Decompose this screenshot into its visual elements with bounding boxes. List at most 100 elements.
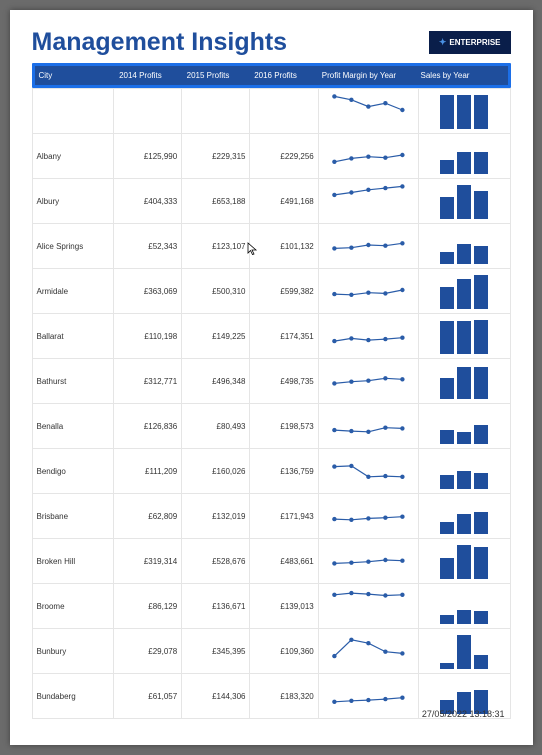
cell-2016: £198,573 xyxy=(250,404,318,449)
cell-2015: £149,225 xyxy=(182,314,250,359)
cell-2016: £229,256 xyxy=(250,134,318,179)
cell-2014: £62,809 xyxy=(113,494,181,539)
header-row: City 2014 Profits 2015 Profits 2016 Prof… xyxy=(35,66,508,85)
cell-sparkline xyxy=(318,449,418,494)
cell-2014: £110,198 xyxy=(113,314,181,359)
table-row: Bathurst£312,771£496,348£498,735 xyxy=(32,359,510,404)
cell-2014: £404,333 xyxy=(113,179,181,224)
cell-2015 xyxy=(182,89,250,134)
cell-city: Bathurst xyxy=(32,359,113,404)
col-2014[interactable]: 2014 Profits xyxy=(115,66,183,85)
cell-2014: £125,990 xyxy=(113,134,181,179)
cell-2014: £111,209 xyxy=(113,449,181,494)
cell-sparkline xyxy=(318,494,418,539)
report-page: Management Insights ✦ ENTERPRISE City 20… xyxy=(10,10,533,745)
cell-sparkline xyxy=(318,314,418,359)
cell-bars xyxy=(418,539,510,584)
cell-bars xyxy=(418,89,510,134)
page-title: Management Insights xyxy=(32,28,288,57)
table-row: Alice Springs£52,343£123,107£101,132 xyxy=(32,224,510,269)
cell-2015: £132,019 xyxy=(182,494,250,539)
cell-2016: £101,132 xyxy=(250,224,318,269)
cell-2016: £483,661 xyxy=(250,539,318,584)
table-row: Broome£86,129£136,671£139,013 xyxy=(32,584,510,629)
bars-chart xyxy=(423,227,506,265)
col-2016[interactable]: 2016 Profits xyxy=(250,66,318,85)
sparkline-chart xyxy=(323,586,414,624)
cell-2016: £139,013 xyxy=(250,584,318,629)
cell-2016: £136,759 xyxy=(250,449,318,494)
cell-city: Broome xyxy=(32,584,113,629)
gear-icon: ✦ xyxy=(439,37,447,48)
cell-2014: £29,078 xyxy=(113,629,181,674)
bars-chart xyxy=(423,497,506,535)
cell-2016: £174,351 xyxy=(250,314,318,359)
cell-city: Alice Springs xyxy=(32,224,113,269)
table-row: Armidale£363,069£500,310£599,382 xyxy=(32,269,510,314)
cell-city: Albury xyxy=(32,179,113,224)
sparkline-chart xyxy=(323,271,414,309)
logo-badge: ✦ ENTERPRISE xyxy=(429,31,511,54)
cell-2016: £183,320 xyxy=(250,674,318,719)
cell-city: Bundaberg xyxy=(32,674,113,719)
bars-chart xyxy=(423,587,506,625)
cell-city: Bunbury xyxy=(32,629,113,674)
cell-city: Broken Hill xyxy=(32,539,113,584)
table-row: Broken Hill£319,314£528,676£483,661 xyxy=(32,539,510,584)
table-row: Brisbane£62,809£132,019£171,943 xyxy=(32,494,510,539)
col-2015[interactable]: 2015 Profits xyxy=(183,66,251,85)
col-sales[interactable]: Sales by Year xyxy=(417,66,508,85)
cell-2015: £496,348 xyxy=(182,359,250,404)
bars-chart xyxy=(423,137,506,175)
table-row: Benalla£126,836£80,493£198,573 xyxy=(32,404,510,449)
bars-chart xyxy=(423,182,506,220)
cell-2016: £498,735 xyxy=(250,359,318,404)
cell-2014: £86,129 xyxy=(113,584,181,629)
sparkline-chart xyxy=(323,451,414,489)
cell-2015: £528,676 xyxy=(182,539,250,584)
cell-2015: £500,310 xyxy=(182,269,250,314)
cell-2015: £160,026 xyxy=(182,449,250,494)
sparkline-chart xyxy=(323,316,414,354)
cell-2016: £599,382 xyxy=(250,269,318,314)
cell-bars xyxy=(418,449,510,494)
table-row: Bendigo£111,209£160,026£136,759 xyxy=(32,449,510,494)
cell-sparkline xyxy=(318,134,418,179)
table-row: Bunbury£29,078£345,395£109,360 xyxy=(32,629,510,674)
cell-sparkline xyxy=(318,269,418,314)
bars-chart xyxy=(423,317,506,355)
cell-sparkline xyxy=(318,224,418,269)
cell-2015: £144,306 xyxy=(182,674,250,719)
cell-2014: £52,343 xyxy=(113,224,181,269)
cell-2015: £345,395 xyxy=(182,629,250,674)
sparkline-chart xyxy=(323,676,414,714)
sparkline-chart xyxy=(323,361,414,399)
bars-chart xyxy=(423,362,506,400)
cell-bars xyxy=(418,269,510,314)
cell-2015: £80,493 xyxy=(182,404,250,449)
sparkline-chart xyxy=(323,496,414,534)
cell-sparkline xyxy=(318,674,418,719)
cell-bars xyxy=(418,314,510,359)
sparkline-chart xyxy=(323,226,414,264)
bars-chart xyxy=(423,632,506,670)
cell-2016: £109,360 xyxy=(250,629,318,674)
sparkline-chart xyxy=(323,631,414,669)
title-row: Management Insights ✦ ENTERPRISE xyxy=(32,28,511,57)
timestamp: 27/05/2022 13:18:31 xyxy=(422,709,505,719)
col-margin[interactable]: Profit Margin by Year xyxy=(318,66,417,85)
logo-text: ENTERPRISE xyxy=(449,38,500,47)
sparkline-chart xyxy=(323,136,414,174)
cell-city: Bendigo xyxy=(32,449,113,494)
col-city[interactable]: City xyxy=(35,66,116,85)
table-row: Albany£125,990£229,315£229,256 xyxy=(32,134,510,179)
cell-2015: £123,107 xyxy=(182,224,250,269)
cell-city: Armidale xyxy=(32,269,113,314)
cell-sparkline xyxy=(318,359,418,404)
cell-bars xyxy=(418,404,510,449)
bars-chart xyxy=(423,272,506,310)
cell-2014: £126,836 xyxy=(113,404,181,449)
cell-sparkline xyxy=(318,179,418,224)
report-header-table: City 2014 Profits 2015 Profits 2016 Prof… xyxy=(35,66,508,85)
cell-2016: £171,943 xyxy=(250,494,318,539)
